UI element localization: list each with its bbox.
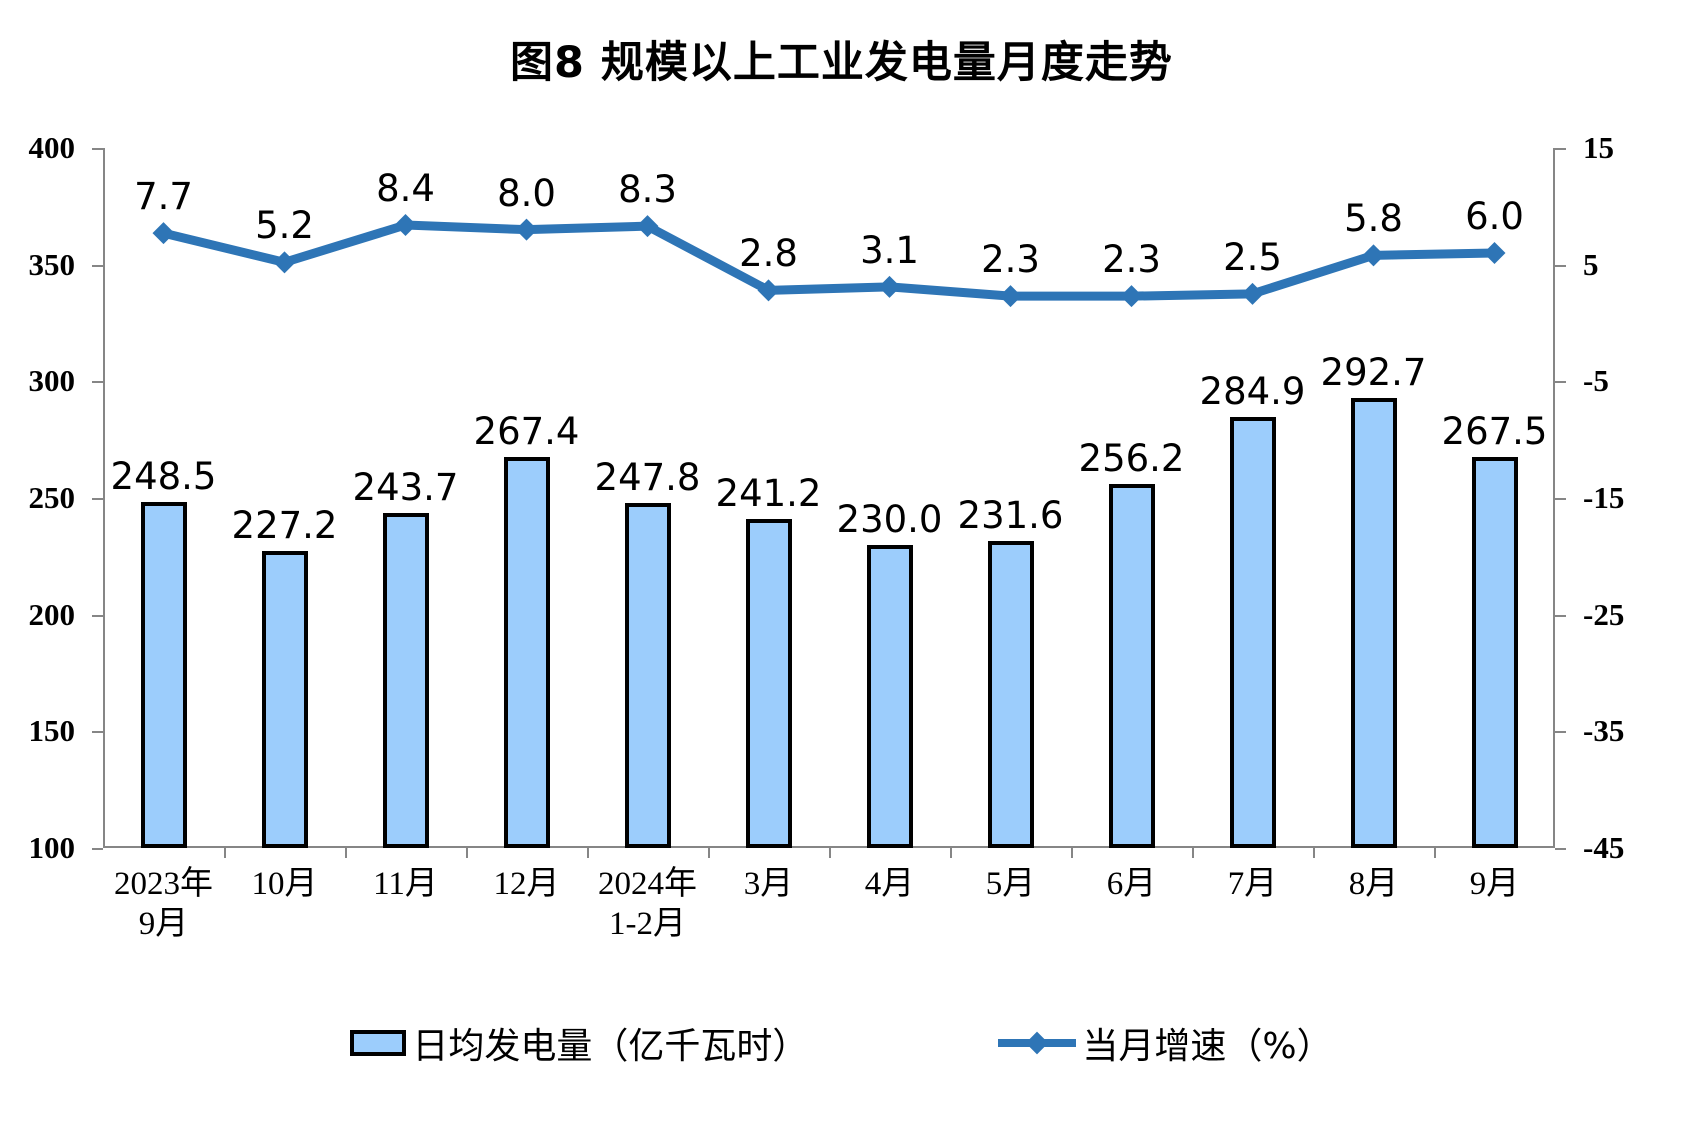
bar[interactable] <box>987 540 1034 848</box>
left-tick-mark <box>92 498 103 500</box>
bar-value-label: 267.5 <box>1441 410 1548 454</box>
legend-label-line: 当月增速（%） <box>1082 1026 1333 1067</box>
line-value-label: 5.2 <box>255 204 314 248</box>
right-axis-tick-label: -45 <box>1583 830 1625 865</box>
x-tick-mark <box>224 848 226 858</box>
bar-value-label: 267.4 <box>473 410 580 454</box>
right-tick-mark <box>1555 264 1566 267</box>
bar-value-label: 230.0 <box>836 497 943 541</box>
line-value-label: 3.1 <box>860 228 919 272</box>
plot-frame <box>103 148 1555 848</box>
left-axis-tick-label: 350 <box>28 246 76 282</box>
legend-label-bar: 日均发电量（亿千瓦时） <box>412 1026 809 1067</box>
line-value-label: 8.0 <box>497 171 556 215</box>
right-axis-tick-label: 5 <box>1583 246 1599 282</box>
line-value-label: 8.3 <box>618 168 677 212</box>
left-tick-mark <box>92 848 103 850</box>
bar-value-label: 248.5 <box>110 454 217 498</box>
x-axis-category-label: 8月 <box>1348 866 1399 902</box>
x-axis-category-label: 2024年 1-2月 <box>598 866 697 943</box>
chart-title: 图8 规模以上工业发电量月度走势 <box>510 38 1173 88</box>
line-value-label: 2.5 <box>1223 235 1282 279</box>
x-axis-category-label: 2023年 9月 <box>114 866 213 943</box>
bar-swatch-icon <box>350 1030 407 1056</box>
bar-value-label: 227.2 <box>231 504 338 548</box>
x-axis-category-label: 7月 <box>1227 866 1278 902</box>
line-value-label: 2.3 <box>1102 238 1161 282</box>
x-tick-mark <box>950 848 952 858</box>
line-value-label: 7.7 <box>134 175 193 219</box>
x-tick-mark <box>1192 848 1194 858</box>
bar[interactable] <box>624 503 671 848</box>
chart-legend: 日均发电量（亿千瓦时） 当月增速（%） <box>0 1017 1683 1069</box>
left-axis-tick-label: 200 <box>28 596 76 632</box>
x-axis-category-label: 5月 <box>985 866 1036 902</box>
right-axis-tick-label: 15 <box>1583 130 1614 165</box>
bar-value-label: 243.7 <box>352 465 459 509</box>
bar-value-label: 292.7 <box>1320 351 1427 395</box>
left-tick-mark <box>92 148 103 150</box>
bar[interactable] <box>866 544 913 848</box>
bar[interactable] <box>1108 483 1155 848</box>
bar-value-label: 241.2 <box>715 471 822 515</box>
bar[interactable] <box>261 551 308 848</box>
x-tick-mark <box>1434 848 1436 858</box>
legend-item-line[interactable]: 当月增速（%） <box>998 1017 1333 1069</box>
right-tick-mark <box>1555 614 1566 617</box>
x-axis-category-label: 10月 <box>251 866 318 902</box>
bar[interactable] <box>1471 457 1518 848</box>
bar[interactable] <box>140 501 187 848</box>
right-tick-mark <box>1555 498 1566 500</box>
bar-value-label: 231.6 <box>957 493 1064 537</box>
x-tick-mark <box>1071 848 1073 858</box>
left-tick-mark <box>92 264 103 267</box>
x-axis-category-label: 11月 <box>373 866 438 902</box>
bar[interactable] <box>745 518 792 848</box>
right-tick-mark <box>1555 381 1566 384</box>
line-diamond-swatch-icon <box>998 1030 1077 1056</box>
left-tick-mark <box>92 614 103 617</box>
right-tick-mark <box>1555 848 1566 850</box>
x-axis-category-label: 4月 <box>864 866 915 902</box>
right-axis-tick-label: -5 <box>1583 363 1609 399</box>
x-axis-category-label: 9月 <box>1469 866 1520 902</box>
x-axis-category-label: 12月 <box>493 866 560 902</box>
bar-value-label: 256.2 <box>1078 436 1185 480</box>
right-axis-tick-label: -35 <box>1583 713 1625 749</box>
x-tick-mark <box>829 848 831 858</box>
left-axis-tick-label: 400 <box>28 130 76 165</box>
x-tick-mark <box>1313 848 1315 858</box>
line-value-label: 6.0 <box>1465 195 1524 238</box>
bar[interactable] <box>1350 398 1397 848</box>
line-value-label: 2.8 <box>739 232 798 276</box>
x-tick-mark <box>466 848 468 858</box>
left-axis-tick-label: 150 <box>28 713 76 749</box>
bar[interactable] <box>503 457 550 848</box>
plot-area: 400 350 300 250 200 150 100 15 5 -5 -15 -25 -35 -45 … <box>29 130 1625 942</box>
left-axis-tick-label: 300 <box>28 363 76 399</box>
x-tick-mark <box>587 848 589 858</box>
x-tick-mark <box>708 848 710 858</box>
bar-value-label: 284.9 <box>1199 369 1306 413</box>
right-tick-mark <box>1555 148 1566 150</box>
line-value-label: 8.4 <box>376 167 435 210</box>
right-axis-tick-label: -25 <box>1583 596 1625 632</box>
line-value-label: 5.8 <box>1344 197 1403 241</box>
legend-item-bar[interactable]: 日均发电量（亿千瓦时） <box>350 1017 808 1069</box>
left-tick-mark <box>92 381 103 384</box>
right-tick-mark <box>1555 731 1566 734</box>
line-value-label: 2.3 <box>981 238 1040 282</box>
left-tick-mark <box>92 731 103 734</box>
right-axis-tick-label: -15 <box>1583 480 1625 515</box>
left-axis-tick-label: 250 <box>28 480 76 515</box>
x-axis-category-label: 6月 <box>1106 866 1157 902</box>
bar[interactable] <box>382 512 429 848</box>
x-axis-category-label: 3月 <box>743 866 794 902</box>
bar[interactable] <box>1229 416 1276 848</box>
bar-value-label: 247.8 <box>594 456 701 500</box>
left-axis-tick-label: 100 <box>28 830 76 865</box>
x-tick-mark <box>345 848 347 858</box>
